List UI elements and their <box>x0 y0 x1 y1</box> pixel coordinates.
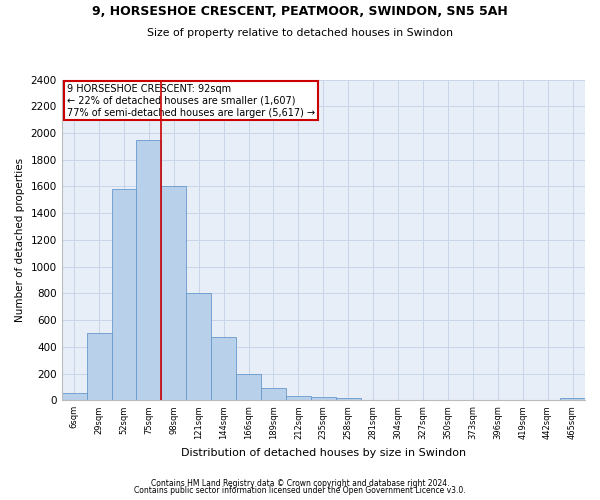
Bar <box>112 189 136 400</box>
Bar <box>560 398 585 400</box>
X-axis label: Distribution of detached houses by size in Swindon: Distribution of detached houses by size … <box>181 448 466 458</box>
Bar <box>86 334 112 400</box>
Bar <box>261 388 286 400</box>
Bar <box>62 393 86 400</box>
Text: 9, HORSESHOE CRESCENT, PEATMOOR, SWINDON, SN5 5AH: 9, HORSESHOE CRESCENT, PEATMOOR, SWINDON… <box>92 5 508 18</box>
Bar <box>186 294 211 401</box>
Text: Contains HM Land Registry data © Crown copyright and database right 2024.: Contains HM Land Registry data © Crown c… <box>151 478 449 488</box>
Bar <box>286 396 311 400</box>
Bar <box>336 398 361 400</box>
Bar <box>211 337 236 400</box>
Text: Size of property relative to detached houses in Swindon: Size of property relative to detached ho… <box>147 28 453 38</box>
Bar <box>236 374 261 400</box>
Bar <box>311 397 336 400</box>
Text: Contains public sector information licensed under the Open Government Licence v3: Contains public sector information licen… <box>134 486 466 495</box>
Text: 9 HORSESHOE CRESCENT: 92sqm
← 22% of detached houses are smaller (1,607)
77% of : 9 HORSESHOE CRESCENT: 92sqm ← 22% of det… <box>67 84 315 117</box>
Bar <box>161 186 186 400</box>
Y-axis label: Number of detached properties: Number of detached properties <box>15 158 25 322</box>
Bar <box>136 140 161 400</box>
